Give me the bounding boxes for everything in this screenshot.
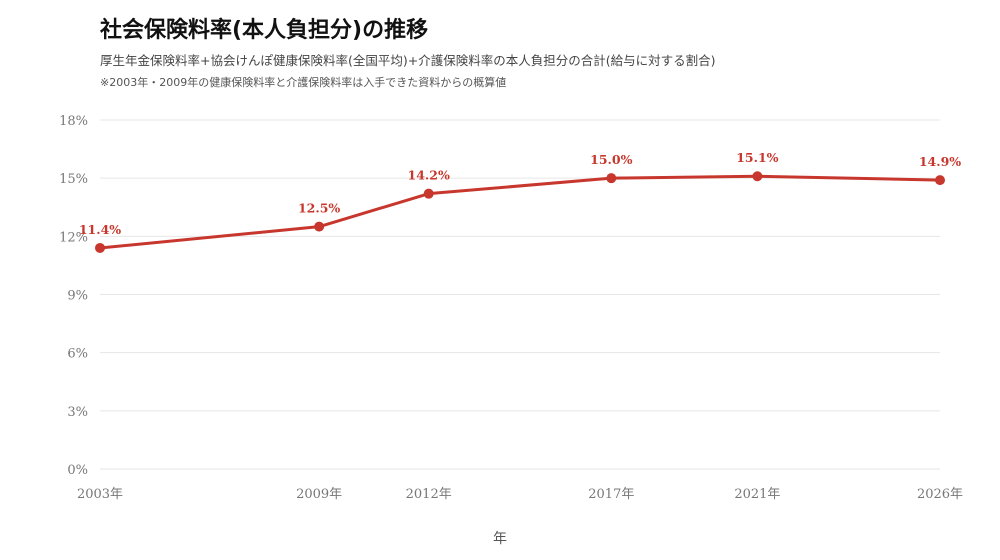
chart-note: ※2003年・2009年の健康保険料率と介護保険料率は入手できた資料からの概算値 <box>100 76 507 89</box>
series-layer: 11.4% 12.5% 14.2% 15.0% 15.1% 14.9% <box>79 150 961 253</box>
y-tick-label: 6% <box>67 347 88 362</box>
grid-lines <box>100 119 940 470</box>
data-label: 12.5% <box>298 201 340 216</box>
y-tick-label: 0% <box>67 463 88 478</box>
y-axis: 0% 3% 6% 9% 12% 15% 18% <box>59 114 88 478</box>
data-point <box>95 242 105 253</box>
data-point <box>314 221 325 232</box>
data-label: 14.9% <box>919 154 961 169</box>
x-tick-label: 2026年 <box>917 487 963 502</box>
data-label: 15.1% <box>736 150 778 165</box>
data-point <box>423 188 434 199</box>
data-point <box>935 175 945 186</box>
x-axis-title: 年 <box>493 531 507 547</box>
series-line <box>99 174 941 250</box>
x-tick-label: 2003年 <box>77 487 123 502</box>
y-tick-label: 3% <box>67 405 88 420</box>
data-point <box>606 173 617 184</box>
data-point <box>752 171 763 182</box>
y-tick-label: 9% <box>67 289 88 304</box>
x-tick-label: 2012年 <box>406 487 452 502</box>
y-tick-label: 12% <box>59 230 88 245</box>
chart-title: 社会保険料率(本人負担分)の推移 <box>100 18 429 43</box>
y-tick-label: 18% <box>59 114 88 129</box>
data-label: 15.0% <box>590 152 632 167</box>
x-tick-label: 2009年 <box>296 487 342 502</box>
x-tick-label: 2021年 <box>734 487 780 502</box>
data-label: 11.4% <box>79 222 121 237</box>
x-axis: 2003年 2009年 2012年 2017年 2021年 2026年 <box>77 487 963 502</box>
y-tick-label: 15% <box>59 172 88 187</box>
x-tick-label: 2017年 <box>588 487 634 502</box>
data-label: 14.2% <box>408 168 450 183</box>
chart-subtitle: 厚生年金保険料率+協会けんぽ健康保険料率(全国平均)+介護保険料率の本人負担分の… <box>100 53 716 68</box>
